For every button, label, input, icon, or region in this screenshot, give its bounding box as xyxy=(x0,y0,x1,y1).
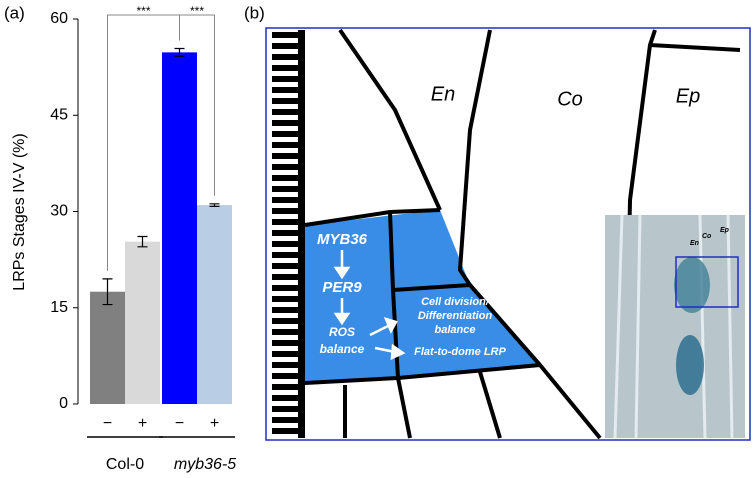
cell xyxy=(272,197,300,203)
inset-label: En xyxy=(690,240,699,247)
cell xyxy=(272,263,300,269)
panel-label: (a) xyxy=(4,3,25,22)
cell xyxy=(272,307,300,313)
cell xyxy=(272,175,300,181)
y-tick-label: 30 xyxy=(50,203,68,220)
inset-label: Co xyxy=(702,233,712,240)
cell xyxy=(272,164,300,170)
arrows xyxy=(333,250,406,361)
y-tick-label: 45 xyxy=(50,106,68,123)
error-bar xyxy=(137,235,148,248)
error-bar xyxy=(174,47,185,57)
x-tick-label: + xyxy=(210,415,219,432)
cell xyxy=(272,384,300,390)
cell xyxy=(272,98,300,104)
cell xyxy=(272,54,300,60)
error-bar xyxy=(209,203,220,207)
cell-wall xyxy=(338,28,442,211)
group-label: Col-0 xyxy=(106,456,144,473)
cell-column xyxy=(272,30,302,438)
pathway-step: ROS xyxy=(329,325,355,339)
significance-label: *** xyxy=(136,4,150,18)
cell xyxy=(272,230,300,236)
pathway-step: balance xyxy=(320,342,365,356)
cell xyxy=(272,32,300,38)
inset-label: Ep xyxy=(720,227,730,234)
y-tick-label: 0 xyxy=(59,395,68,412)
cell-label: Ep xyxy=(676,85,700,107)
significance-label: *** xyxy=(190,4,204,18)
cell-label: En xyxy=(431,83,455,105)
outcome: balance xyxy=(435,324,476,336)
panel-label: (b) xyxy=(244,3,265,22)
diagram: En Co Ep MYB36 PER9 ROS balance Cell div… xyxy=(265,27,751,441)
highlighted-cells xyxy=(305,210,540,383)
bar-chart: 0 15 30 45 60 − + − + Col-0 myb36-5 *** *** xyxy=(50,4,236,473)
cell xyxy=(272,373,300,379)
x-tick-label: − xyxy=(103,415,112,432)
group-label: myb36-5 xyxy=(174,456,236,473)
cell xyxy=(272,208,300,214)
cell xyxy=(272,241,300,247)
bar xyxy=(90,291,125,404)
outcome: Flat-to-dome LRP xyxy=(414,346,506,358)
cell xyxy=(272,340,300,346)
cell xyxy=(272,76,300,82)
cell xyxy=(272,296,300,302)
cell xyxy=(272,351,300,357)
cell-wall xyxy=(458,29,602,440)
cell xyxy=(272,131,300,137)
x-tick-label: − xyxy=(175,415,184,432)
cell xyxy=(272,43,300,49)
cell xyxy=(272,318,300,324)
cell xyxy=(272,142,300,148)
cell xyxy=(272,109,300,115)
error-bar xyxy=(102,278,113,306)
pathway: MYB36 PER9 ROS balance Cell division/ Di… xyxy=(317,231,507,358)
cell-wall xyxy=(343,371,502,439)
cell xyxy=(272,120,300,126)
y-tick-label: 15 xyxy=(50,299,68,316)
cell xyxy=(272,87,300,93)
outcome: Differentiation xyxy=(418,310,493,322)
y-axis-label: LRPs Stages IV-V (%) xyxy=(11,133,28,290)
cell xyxy=(272,252,300,258)
cell xyxy=(272,362,300,368)
cell-label: Co xyxy=(557,88,583,110)
y-tick-label: 60 xyxy=(50,10,68,27)
cell xyxy=(272,65,300,71)
cell xyxy=(272,219,300,225)
cell xyxy=(272,406,300,412)
pathway-step: MYB36 xyxy=(317,231,368,248)
outcome: Cell division/ xyxy=(421,296,491,308)
cell xyxy=(272,285,300,291)
cell xyxy=(272,153,300,159)
micrograph-bg xyxy=(605,215,745,438)
bar xyxy=(197,205,232,404)
pathway-step: PER9 xyxy=(322,279,362,296)
cell xyxy=(272,274,300,280)
bar xyxy=(125,241,160,404)
cell xyxy=(272,329,300,335)
significance-bracket xyxy=(179,14,215,196)
bar xyxy=(162,52,197,404)
cell xyxy=(272,186,300,192)
cell-wall xyxy=(304,208,541,385)
cell xyxy=(272,428,300,434)
micrograph: Ep Co En xyxy=(605,214,745,439)
cell xyxy=(272,395,300,401)
cell xyxy=(272,417,300,423)
x-tick-label: + xyxy=(138,415,147,432)
